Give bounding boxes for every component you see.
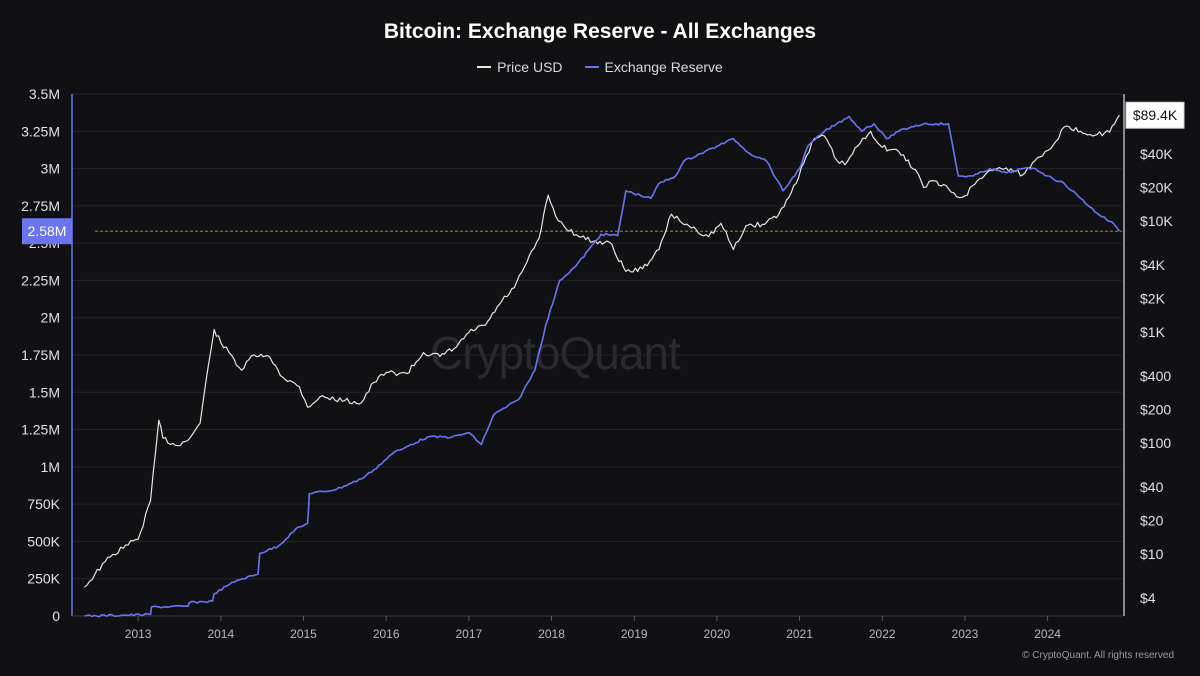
left-axis-tick-label: 2M: [41, 310, 60, 326]
right-axis-tick-label: $400: [1140, 368, 1171, 384]
x-axis-tick-label: 2020: [704, 627, 731, 641]
right-axis-tick-label: $1K: [1140, 324, 1166, 340]
x-axis-tick-label: 2018: [538, 627, 565, 641]
right-axis-tick-label: $100: [1140, 435, 1171, 451]
x-axis-tick-label: 2015: [290, 627, 317, 641]
right-axis-tick-label: $20: [1140, 512, 1164, 528]
left-axis-tick-label: 1M: [41, 459, 60, 475]
left-axis-tick-label: 1.25M: [21, 422, 60, 438]
legend-swatch-price: [477, 66, 492, 68]
left-axis-tick-label: 750K: [27, 496, 60, 512]
current-price-label: $89.4K: [1133, 107, 1178, 123]
x-axis-tick-label: 2014: [207, 627, 234, 641]
legend-item-reserve[interactable]: Exchange Reserve: [584, 59, 723, 75]
series-line-exchange-reserve: [84, 115, 1121, 618]
left-axis-tick-label: 2.75M: [21, 198, 60, 214]
series-line-price-usd: [84, 114, 1120, 588]
current-reserve-label: 2.58M: [28, 223, 67, 239]
current-price-badge: [1125, 101, 1185, 129]
right-axis-tick-label: $2K: [1140, 290, 1166, 306]
left-axis-tick-label: 3M: [41, 161, 60, 177]
legend-swatch-reserve: [584, 66, 599, 68]
right-axis-tick-label: $200: [1140, 401, 1171, 417]
x-axis-tick-label: 2023: [952, 627, 979, 641]
right-axis-tick-label: $20K: [1140, 179, 1173, 195]
left-axis-tick-label: 3.25M: [21, 123, 60, 139]
chart-title: Bitcoin: Exchange Reserve - All Exchange…: [383, 20, 817, 43]
x-axis-tick-label: 2013: [125, 627, 152, 641]
left-axis-tick-label: 2.25M: [21, 272, 60, 288]
left-axis-tick-label: 1.5M: [29, 384, 60, 400]
watermark: CryptoQuant: [430, 327, 681, 379]
legend: Price USD Exchange Reserve: [0, 59, 1200, 75]
right-axis-tick-label: $4: [1140, 590, 1156, 606]
copyright-footer: © CryptoQuant. All rights reserved: [1022, 650, 1174, 661]
x-axis-tick-label: 2022: [869, 627, 896, 641]
x-axis-tick-label: 2021: [786, 627, 813, 641]
x-axis-tick-label: 2017: [455, 627, 482, 641]
right-axis-tick-label: $10K: [1140, 213, 1173, 229]
x-axis-tick-label: 2024: [1034, 627, 1061, 641]
right-axis-tick-label: $40: [1140, 479, 1164, 495]
x-axis-tick-label: 2016: [373, 627, 400, 641]
left-axis-tick-label: 250K: [27, 571, 60, 587]
left-axis-tick-label: 500K: [27, 533, 60, 549]
left-axis-tick-label: 3.5M: [29, 86, 60, 102]
legend-label-reserve: Exchange Reserve: [604, 59, 723, 75]
right-axis-tick-label: $4K: [1140, 257, 1166, 273]
left-axis-tick-label: 0: [52, 608, 60, 624]
legend-item-price[interactable]: Price USD: [477, 59, 563, 75]
left-axis-tick-label: 1.75M: [21, 347, 60, 363]
x-axis-tick-label: 2019: [621, 627, 648, 641]
right-axis-tick-label: $10: [1140, 546, 1164, 562]
legend-label-price: Price USD: [497, 59, 563, 75]
right-axis-tick-label: $40K: [1140, 146, 1173, 162]
current-reserve-badge: [22, 218, 72, 245]
